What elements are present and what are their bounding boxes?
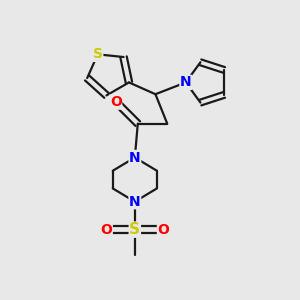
Text: O: O — [110, 95, 122, 109]
Text: N: N — [129, 151, 141, 164]
Text: N: N — [129, 195, 141, 209]
Text: O: O — [158, 223, 169, 237]
Text: S: S — [93, 47, 103, 61]
Text: N: N — [180, 75, 192, 89]
Text: O: O — [100, 223, 112, 237]
Text: S: S — [129, 222, 140, 237]
